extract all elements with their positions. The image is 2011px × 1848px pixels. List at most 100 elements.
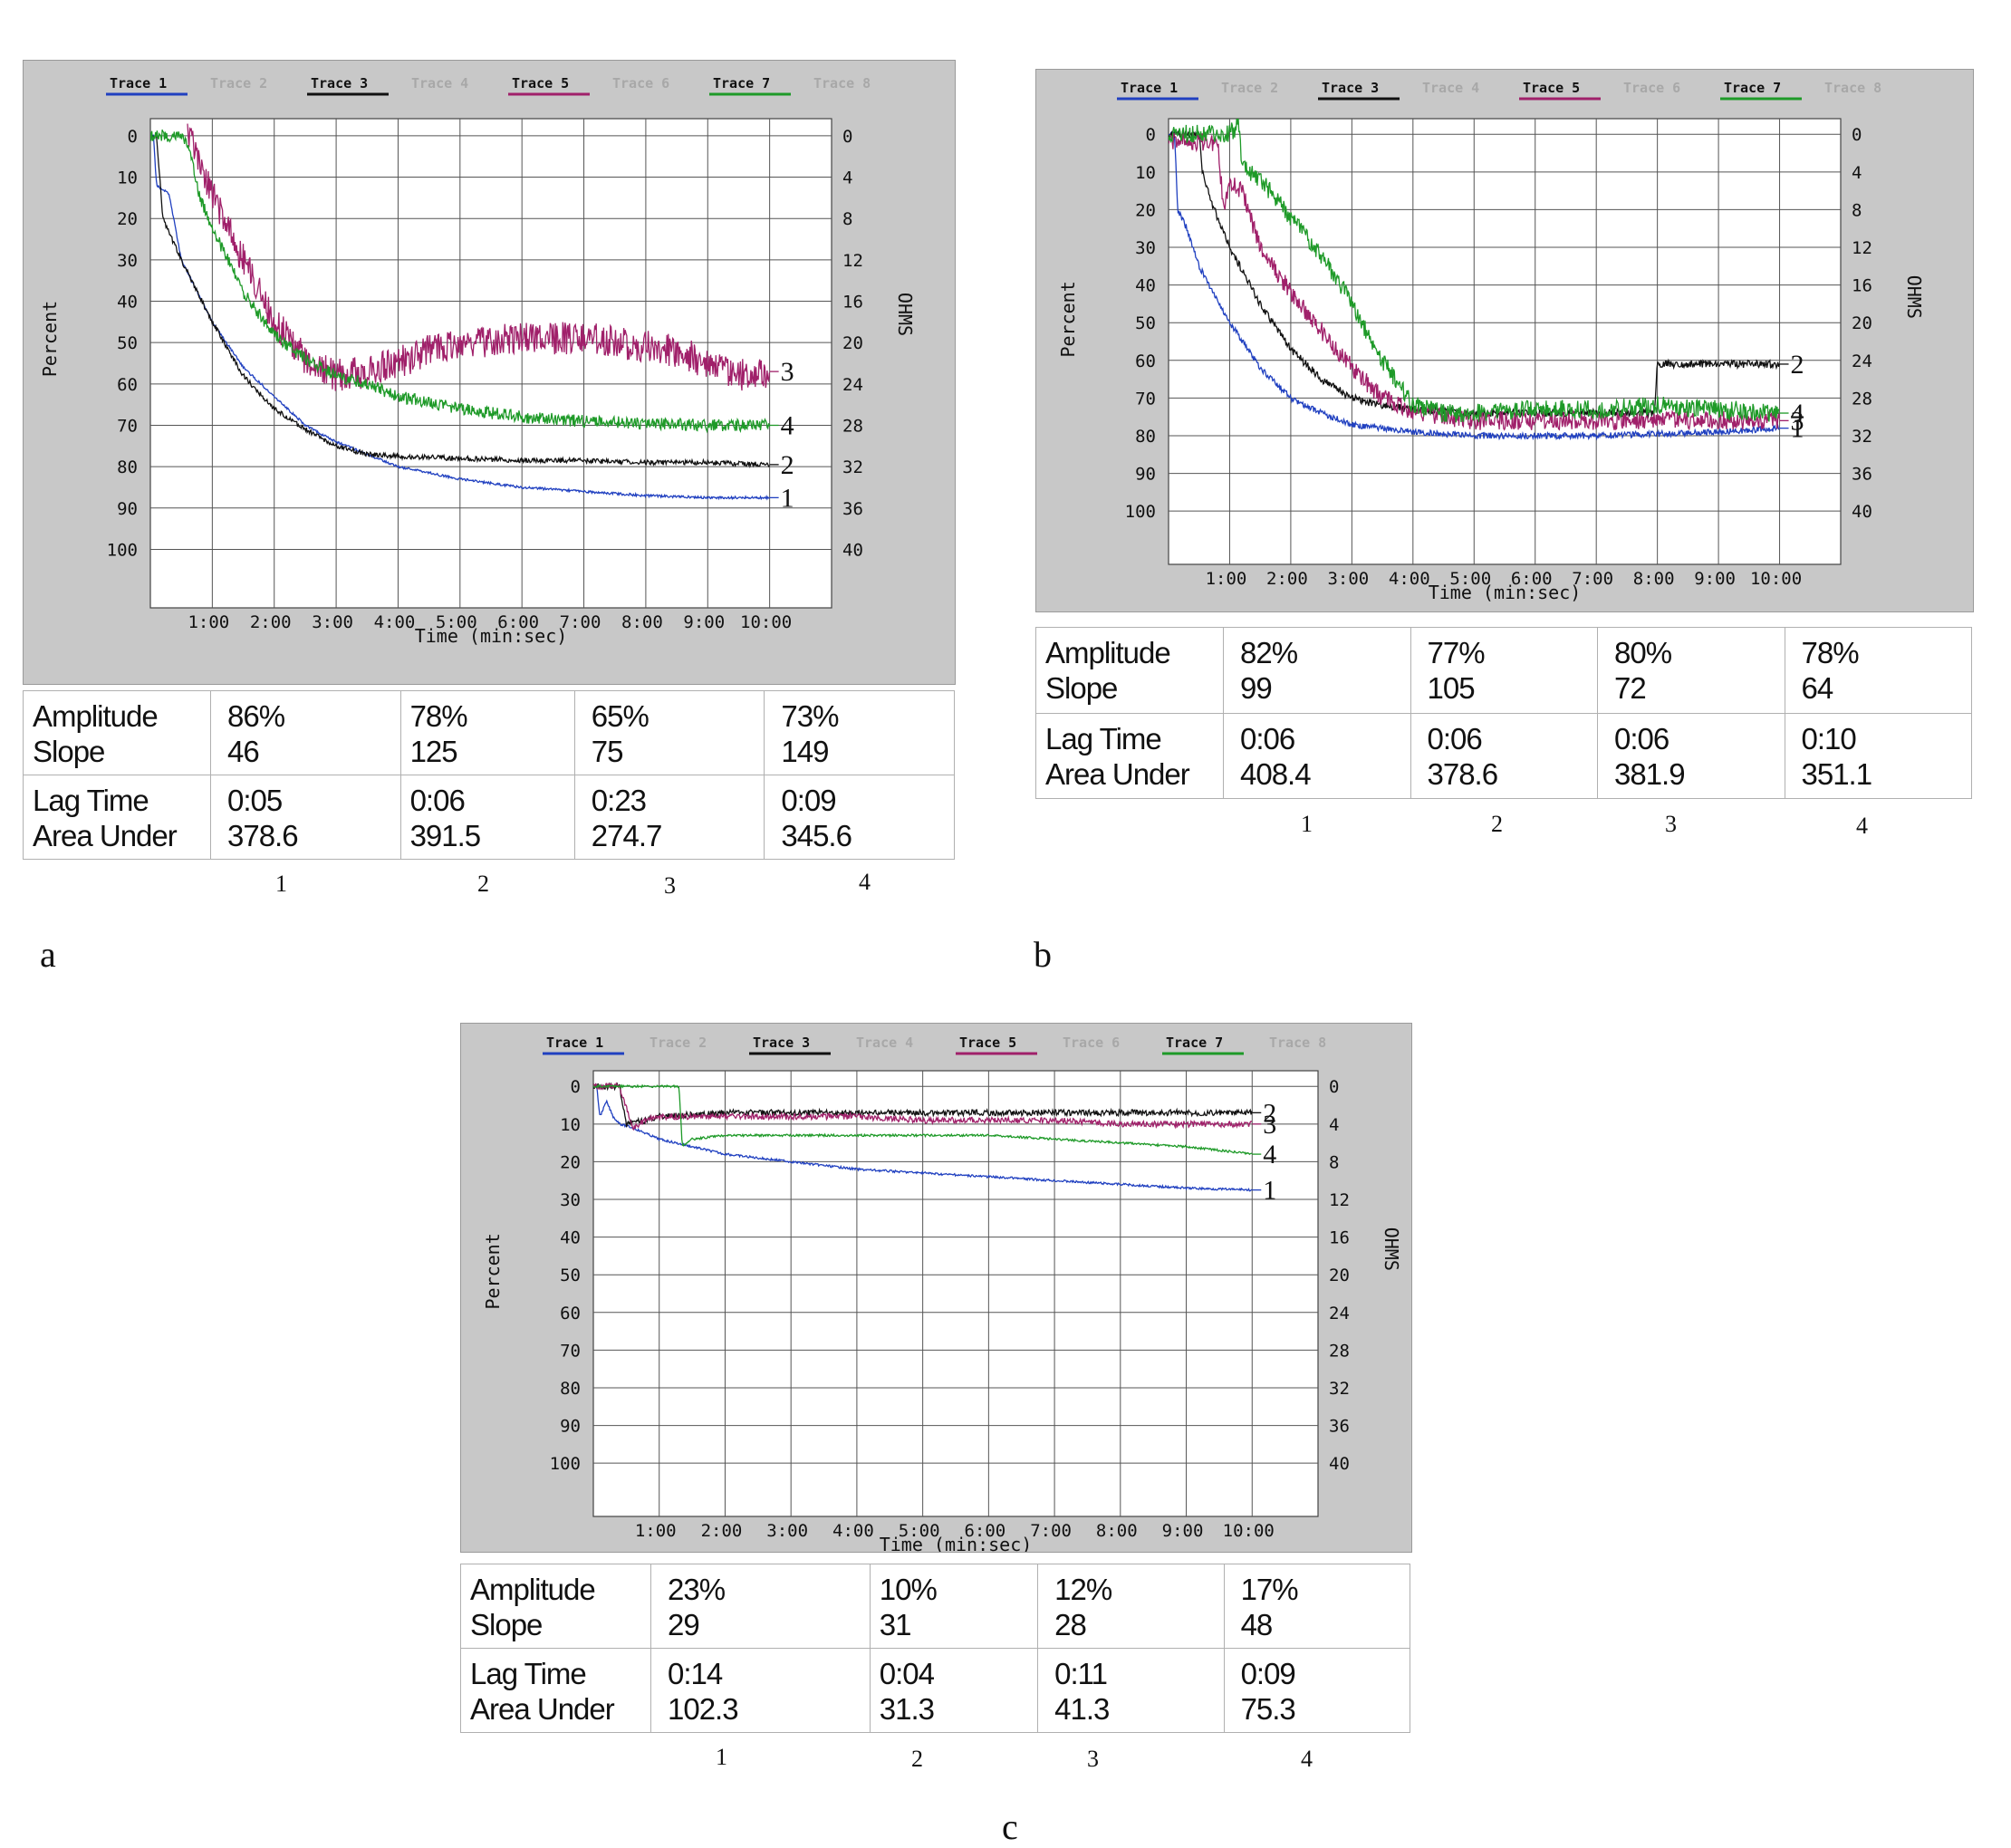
y-tick-label: 70 (117, 416, 138, 436)
area-under-value: 408.4 (1240, 756, 1312, 791)
stats-cell-2: 0:06 378.6 (1410, 712, 1598, 799)
y2-tick-label: 24 (1852, 351, 1872, 371)
x-tick-label: 4:00 (832, 1521, 874, 1541)
legend-item: Trace 2 (649, 1035, 707, 1051)
legend-label: Trace 1 (546, 1035, 603, 1051)
lag-time-value: 0:09 (1240, 1657, 1296, 1690)
slope-value: 72 (1614, 671, 1647, 705)
y2-tick-label: 20 (1852, 313, 1872, 333)
x-tick-label: 5:00 (899, 1521, 940, 1541)
slope-label: Slope (1045, 671, 1118, 705)
x-tick-label: 2:00 (250, 612, 292, 632)
stats-label-cell: Lag Time Area Under (23, 775, 211, 860)
y-tick-label: 50 (560, 1266, 581, 1285)
series-line-trace-5 (1169, 132, 1780, 431)
series-line-trace-1 (1169, 130, 1780, 441)
x-tick-label: 9:00 (683, 612, 725, 632)
column-number-1: 1 (716, 1744, 727, 1770)
stats-cell-3: 12% 28 (1037, 1564, 1225, 1649)
stats-table-c: Amplitude Slope 23% 29 10% 31 12% 28 17%… (460, 1564, 1411, 1733)
y2-tick-label: 32 (842, 457, 863, 477)
y-tick-label: 0 (571, 1077, 581, 1097)
lag-time-value: 0:09 (781, 784, 836, 817)
legend-label: Trace 7 (713, 75, 770, 91)
y2-tick-label: 28 (842, 416, 863, 436)
stats-row-lag-area: Lag Time Area Under 0:14 102.3 0:04 31.3… (460, 1648, 1411, 1733)
stats-cell-1: 82% 99 (1223, 627, 1411, 714)
series-line-trace-3 (150, 131, 770, 469)
lag-time-label: Lag Time (33, 784, 149, 817)
column-number-3: 3 (1665, 811, 1677, 837)
y-tick-label: 70 (560, 1341, 581, 1361)
x-tick-label: 7:00 (1572, 569, 1613, 589)
stats-cell-4: 0:09 345.6 (764, 775, 955, 860)
y-tick-label: 40 (560, 1228, 581, 1248)
stats-row-lag-area: Lag Time Area Under 0:06 408.4 0:06 378.… (1035, 712, 1972, 799)
amplitude-value: 10% (879, 1573, 938, 1606)
lag-time-value: 0:06 (1240, 721, 1295, 756)
plot-area (1168, 118, 1842, 565)
slope-value: 29 (668, 1608, 700, 1641)
y-tick-label: 90 (117, 499, 138, 519)
legend-item: Trace 5 (508, 75, 590, 96)
y2-tick-label: 4 (842, 168, 852, 188)
y2-tick-label: 32 (1329, 1379, 1350, 1399)
legend-label: Trace 7 (1166, 1035, 1223, 1051)
series-callout-label: 4 (1263, 1140, 1276, 1169)
legend-item: Trace 8 (1824, 80, 1881, 96)
x-tick-label: 9:00 (1162, 1521, 1204, 1541)
amplitude-value: 86% (227, 699, 285, 733)
y2-tick-label: 28 (1329, 1341, 1350, 1361)
stats-cell-3: 0:06 381.9 (1597, 712, 1785, 799)
panel-letter-c: c (1002, 1806, 1018, 1847)
legend-label: Trace 1 (110, 75, 167, 91)
y2-tick-label: 32 (1852, 427, 1872, 447)
slope-value: 125 (409, 735, 458, 768)
series-line-trace-7 (150, 129, 771, 434)
legend-label: Trace 5 (959, 1035, 1016, 1051)
amplitude-value: 12% (1054, 1573, 1112, 1606)
series-callout-label: 1 (781, 483, 794, 513)
y2-axis-title: OHMS (1903, 275, 1925, 319)
y2-tick-label: 12 (1852, 238, 1872, 258)
y-tick-label: 100 (1125, 502, 1156, 522)
amplitude-value: 73% (781, 699, 839, 733)
area-under-value: 41.3 (1054, 1692, 1110, 1726)
y-tick-label: 50 (117, 333, 138, 353)
y-tick-label: 30 (117, 251, 138, 271)
x-tick-label: 10:00 (1223, 1521, 1275, 1541)
y2-tick-label: 36 (1852, 465, 1872, 485)
amplitude-label: Amplitude (33, 699, 159, 733)
stats-cell-4: 73% 149 (764, 690, 955, 775)
series-line-trace-3 (593, 1082, 1253, 1128)
panel-letter-a: a (40, 934, 56, 975)
y-tick-label: 10 (560, 1115, 581, 1135)
y-tick-label: 10 (1135, 163, 1156, 183)
y-tick-label: 30 (560, 1190, 581, 1210)
legend-label: Trace 3 (1322, 80, 1379, 96)
y-axis-title: Percent (39, 301, 61, 377)
y2-tick-label: 16 (1329, 1228, 1350, 1248)
stats-cell-2: 77% 105 (1410, 627, 1598, 714)
column-number-4: 4 (1856, 813, 1868, 839)
y-tick-label: 90 (1135, 465, 1156, 485)
slope-value: 105 (1427, 671, 1476, 705)
x-tick-label: 5:00 (436, 612, 477, 632)
y2-tick-label: 40 (842, 540, 863, 560)
y-tick-label: 60 (560, 1304, 581, 1323)
legend-label: Trace 8 (1824, 80, 1881, 96)
legend-label: Trace 5 (1523, 80, 1580, 96)
y-tick-label: 0 (1146, 125, 1156, 145)
x-axis-title: Time (min:sec) (415, 625, 568, 647)
y-tick-label: 80 (560, 1379, 581, 1399)
y2-tick-label: 4 (1852, 163, 1862, 183)
legend-label: Trace 3 (311, 75, 368, 91)
lag-time-label: Lag Time (1045, 721, 1162, 756)
y-tick-label: 70 (1135, 389, 1156, 409)
legend-item: Trace 6 (1063, 1035, 1120, 1051)
y-tick-label: 80 (1135, 427, 1156, 447)
slope-label: Slope (33, 735, 105, 768)
legend-label: Trace 4 (411, 75, 468, 91)
x-tick-label: 7:00 (1030, 1521, 1072, 1541)
amplitude-value: 65% (591, 699, 649, 733)
